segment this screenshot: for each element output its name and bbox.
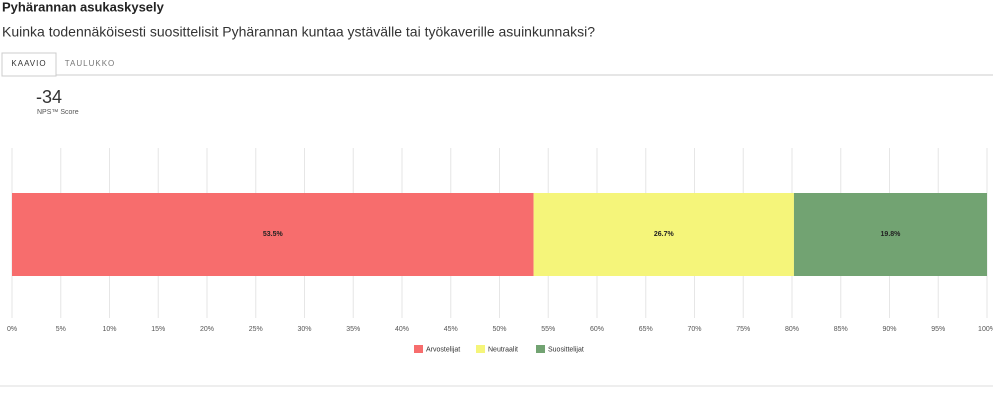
data-label: 19.8% bbox=[881, 231, 902, 238]
x-tick-label: 40% bbox=[395, 326, 409, 333]
data-label: 53.5% bbox=[263, 231, 284, 238]
x-tick-label: 15% bbox=[151, 326, 165, 333]
x-tick-label: 100% bbox=[978, 326, 993, 333]
x-tick-label: 45% bbox=[444, 326, 458, 333]
x-tick-label: 50% bbox=[492, 326, 506, 333]
legend-label: Arvostelijat bbox=[426, 346, 460, 353]
bar-segment bbox=[12, 193, 534, 276]
x-tick-label: 30% bbox=[297, 326, 311, 333]
data-label: 26.7% bbox=[654, 231, 675, 238]
page-title: Pyhärannan asukaskysely bbox=[2, 0, 165, 14]
x-tick-label: 85% bbox=[834, 326, 848, 333]
bar-segment bbox=[533, 193, 794, 276]
x-tick-label: 80% bbox=[785, 326, 799, 333]
legend-swatch bbox=[476, 345, 485, 353]
x-tick-label: 5% bbox=[56, 326, 66, 333]
x-tick-label: 55% bbox=[541, 326, 555, 333]
x-tick-label: 70% bbox=[687, 326, 701, 333]
nps-score: -34 bbox=[36, 87, 62, 107]
x-tick-label: 65% bbox=[639, 326, 653, 333]
legend-label: Neutraalit bbox=[488, 346, 518, 353]
x-tick-label: 90% bbox=[882, 326, 896, 333]
x-tick-label: 60% bbox=[590, 326, 604, 333]
x-tick-label: 95% bbox=[931, 326, 945, 333]
nps-label: NPS™ Score bbox=[37, 109, 79, 116]
x-tick-label: 75% bbox=[736, 326, 750, 333]
legend-label: Suosittelijat bbox=[548, 346, 584, 353]
bar-segment bbox=[793, 193, 987, 276]
legend-swatch bbox=[536, 345, 545, 353]
x-tick-label: 10% bbox=[102, 326, 116, 333]
x-tick-label: 25% bbox=[249, 326, 263, 333]
tab-active[interactable] bbox=[1, 52, 57, 77]
x-tick-label: 0% bbox=[7, 326, 17, 333]
tab[interactable]: KAAVIO bbox=[11, 59, 46, 68]
x-tick-label: 35% bbox=[346, 326, 360, 333]
tab[interactable]: TAULUKKO bbox=[65, 59, 116, 68]
question: Kuinka todennäköisesti suosittelisit Pyh… bbox=[2, 24, 595, 40]
legend-swatch bbox=[414, 345, 423, 353]
x-tick-label: 20% bbox=[200, 326, 214, 333]
